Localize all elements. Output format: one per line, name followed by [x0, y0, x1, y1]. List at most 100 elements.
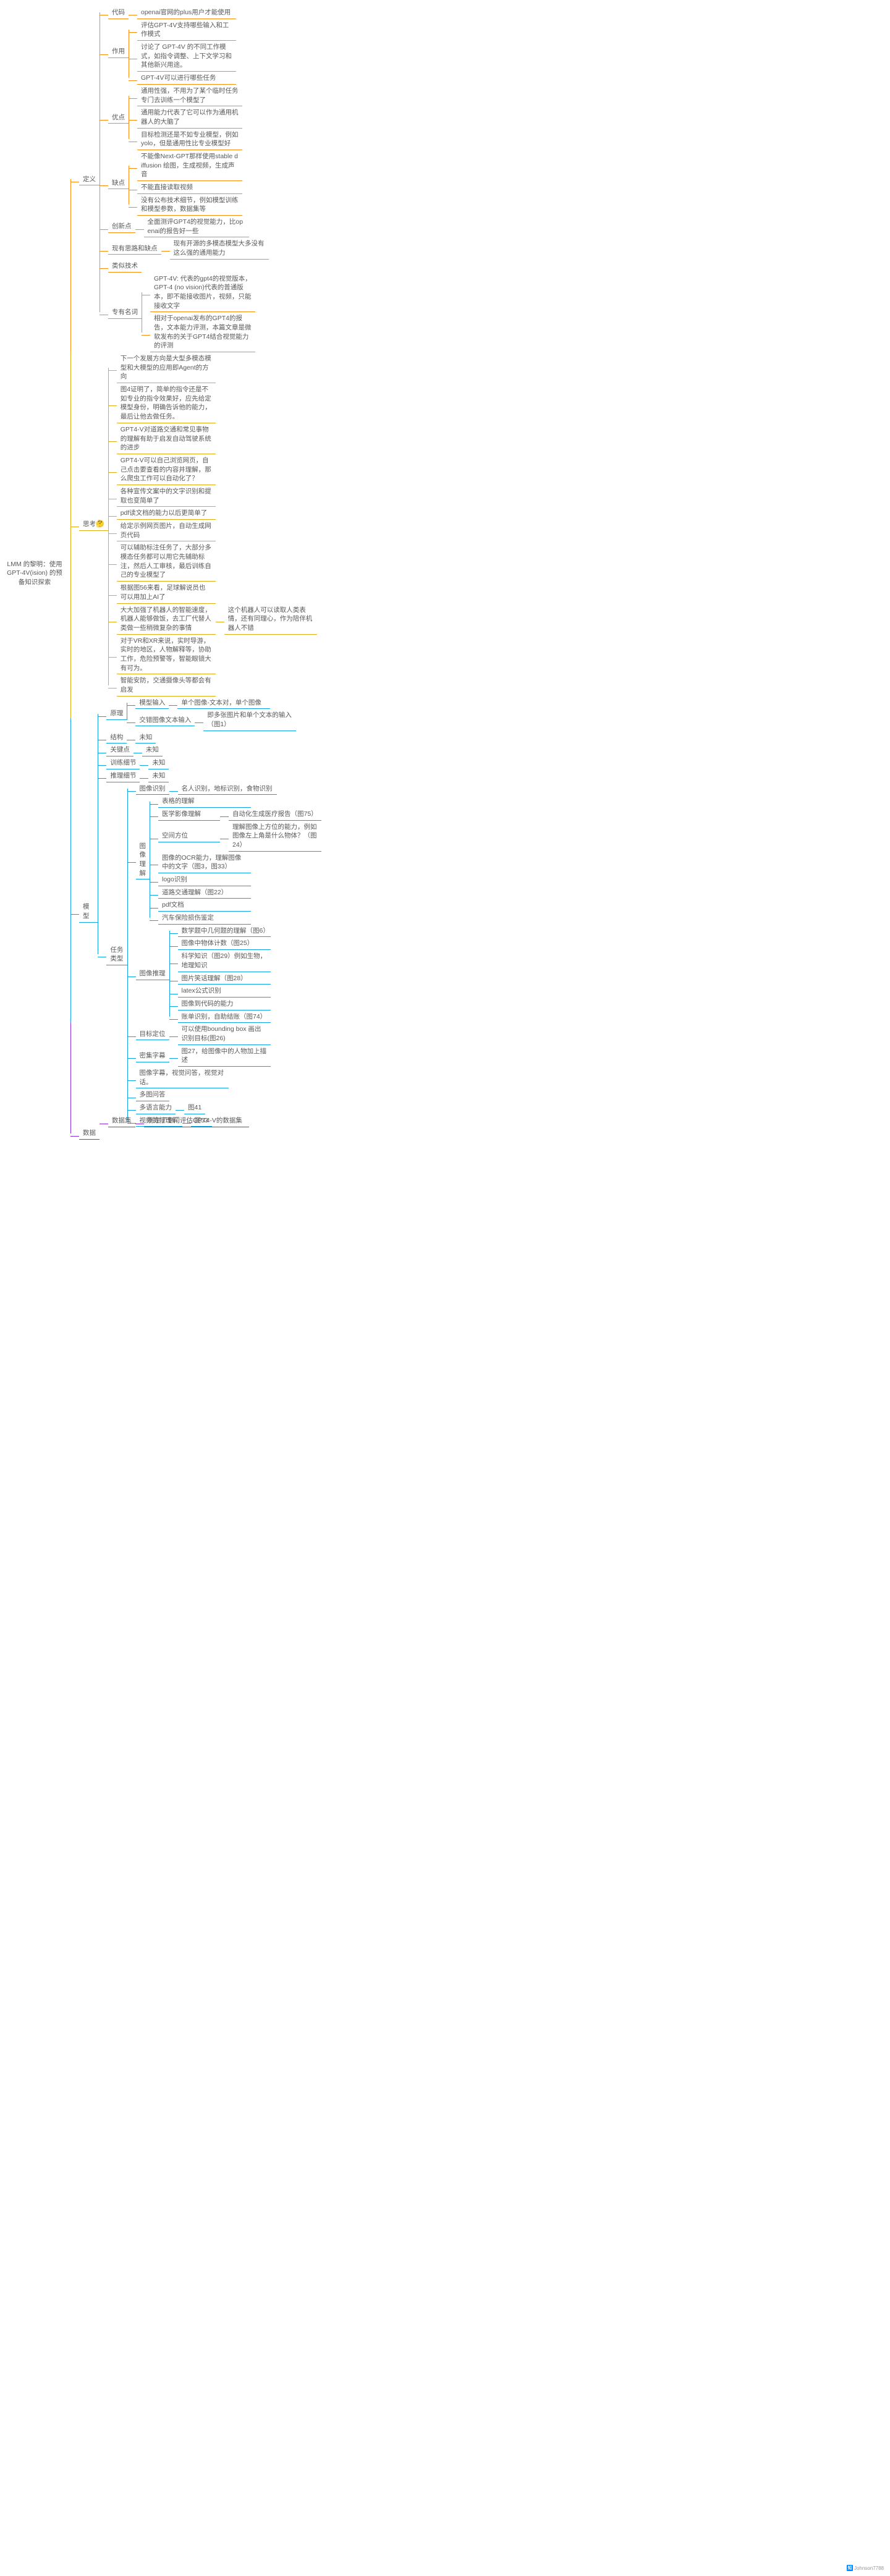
branch-row: 即多张图片和单个文本的输入（图1） [195, 709, 296, 731]
branch-row: 智能安防，交通摄像头等都会有启发 [108, 674, 317, 696]
connector-line [140, 760, 148, 766]
branch-row: 图片笑话理解（图28） [169, 972, 271, 985]
children-container: 数学题中几何题的理解（图6）图像中物体计数（图25）科学知识（图29）例如生物，… [169, 925, 271, 1023]
children-container: 不能像Next-GPT那样使用stable diffusion 绘图，生成视频，… [129, 150, 242, 216]
node-label: GPT-4V可以进行哪些任务 [137, 72, 236, 85]
connector-line [108, 590, 117, 596]
branch-row: GPT4-V可以自己浏览网页，自己点击要查看的内容并理解，那么爬虫工作可以自动化… [108, 454, 317, 485]
branch-row: 没有公布技术细节，例如模型训练和模型参数，数据集等 [129, 194, 242, 216]
connector-line [108, 436, 117, 442]
connector-line [140, 773, 148, 779]
node-label: 未知 [148, 769, 169, 782]
node-label: 推理细节 [106, 769, 140, 782]
branch-row: GPT-4V可以进行哪些任务 [129, 72, 236, 85]
branch-row: 不能直接读取视频 [129, 181, 242, 194]
branch-row: 给定示例网页图片，自动生成网页代码 [108, 520, 317, 541]
branch-row: 图像识别名人识别，地标识别，食物识别 [127, 782, 322, 795]
node-label: 结构 [106, 731, 127, 744]
branch-row: 图4证明了，简单的指令还是不如专业的指令效果好，应先给定模型身份，明确告诉他的能… [108, 383, 317, 423]
connector-line [98, 734, 106, 740]
connector-line [135, 224, 144, 230]
branch-row: 数学题中几何题的理解（图6） [169, 925, 271, 938]
node-label: 可以使用bounding box 画出识别目标(图26) [178, 1023, 271, 1044]
branch-data: 数据数据集制定了专门评估GPT4-V的数据集 [70, 1127, 321, 1140]
branch-row: 这个机器人可以读取人类表情，还有同理心，作为陪伴机器人不错 [216, 604, 317, 635]
connector-line [127, 717, 135, 723]
node-label: 全面测评GPT4的视觉能力，比openai的报告好一些 [144, 216, 249, 237]
connector-line [150, 915, 158, 921]
connector-line [127, 1075, 136, 1081]
node-label: 通用能力代表了它可以作为通用机器人的大脑了 [137, 106, 242, 128]
node-label: 未知 [135, 731, 156, 744]
node-label: openai官网的plus用户才能使用 [137, 6, 236, 19]
branch-row: 图27，给图像中的人物加上描述 [169, 1045, 271, 1067]
node-label: 讨论了 GPT-4V 的不同工作模式，如指令调整、上下文学习和其他新兴用途。 [137, 41, 236, 72]
node-label: 对于VR和XR来说，实时导游，实时的地区，人物解释等，协助工作，危险预警等，智能… [117, 635, 216, 675]
connector-line [127, 734, 135, 740]
node-label: 关键点 [106, 744, 134, 756]
root-node: LMM 的黎明：使用GPT-4V(ision) 的预备知识探索 [1, 558, 68, 588]
children-container: 数据集制定了专门评估GPT4-V的数据集 [100, 1114, 249, 1127]
connector-line [70, 909, 79, 915]
connector-line [129, 136, 137, 142]
connector-line [216, 616, 224, 622]
branch-row: 类似技术 [100, 260, 269, 273]
connector-line [98, 760, 106, 766]
connector-line [127, 1104, 136, 1111]
children-container: 可以使用bounding box 画出识别目标(图26) [169, 1023, 271, 1044]
node-label: 科学知识（图29）例如生物，地理知识 [178, 950, 271, 972]
connector-line [100, 180, 108, 186]
vertical-connector [108, 368, 109, 685]
connector-line [169, 975, 178, 981]
level1-children: 定义代码openai官网的plus用户才能使用作用评估GPT-4V支持哪些输入和… [70, 6, 321, 1140]
branch-row: 优点通用性强，不用为了某个临时任务专门去训练一个模型了通用能力代表了它可以作为通… [100, 85, 269, 150]
branch-row: 评估GPT-4V支持哪些输入和工作模式 [129, 19, 236, 41]
node-label: 道路交通理解（图22） [158, 886, 251, 899]
children-container: 图像识别名人识别，地标识别，食物识别图像理解表格的理解医学影像理解自动化生成医疗… [127, 782, 322, 1127]
node-label: 账单识别，自助结账（图74） [178, 1010, 271, 1023]
branch-row: 数据集制定了专门评估GPT4-V的数据集 [100, 1114, 249, 1127]
branch-row: 关键点未知 [98, 744, 321, 756]
branch-row: 表格的理解 [150, 795, 321, 808]
branch-row: GPT4-V对道路交通和常见事物的理解有助于启发自动驾驶系统的进步 [108, 423, 317, 454]
connector-line [70, 176, 79, 182]
connector-line [129, 53, 137, 59]
node-label: 图27，给图像中的人物加上描述 [178, 1045, 271, 1067]
connector-line [108, 559, 117, 565]
node-label: 思考🤔 [79, 518, 108, 531]
connector-line [150, 876, 158, 883]
connector-line [108, 365, 117, 371]
branch-row: 模型输入单个图像-文本对，单个图像 [127, 697, 296, 710]
branch-row: 多图问答 [127, 1088, 322, 1101]
connector-line [108, 467, 117, 473]
node-label: 图像到代码的能力 [178, 998, 271, 1010]
connector-line [129, 163, 137, 169]
thinking-emoji-icon: 🤔 [96, 520, 104, 528]
node-label: 单个图像-文本对，单个图像 [177, 697, 270, 710]
branch-row: 目标定位可以使用bounding box 画出识别目标(图26) [127, 1023, 322, 1044]
branch-row: 道路交通理解（图22） [150, 886, 321, 899]
branch-row: 代码openai官网的plus用户才能使用 [100, 6, 269, 19]
branch-row: 自动化生成医疗报告（图75） [220, 808, 321, 821]
connector-line [108, 493, 117, 499]
connector-line [70, 1130, 79, 1137]
node-label: 缺点 [108, 177, 129, 190]
branch-row: 密集字幕图27，给图像中的人物加上描述 [127, 1045, 322, 1067]
node-label: 数学题中几何题的理解（图6） [178, 925, 271, 938]
children-container: 原理模型输入单个图像-文本对，单个图像交错图像文本输入即多张图片和单个文本的输入… [98, 697, 321, 1127]
node-label: 这个机器人可以读取人类表情，还有同理心，作为陪伴机器人不错 [224, 604, 317, 635]
branch-row: 名人识别，地标识别，食物识别 [169, 782, 277, 795]
vertical-connector [169, 931, 170, 1017]
connector-line [108, 682, 117, 688]
children-container: 名人识别，地标识别，食物识别 [169, 782, 277, 795]
connector-line [108, 651, 117, 658]
branch-row: 通用性强，不用为了某个临时任务专门去训练一个模型了 [129, 85, 242, 106]
branch-row: 根据图56来看，足球解说员也可以用加上AI了 [108, 582, 317, 603]
children-container: openai官网的plus用户才能使用 [129, 6, 236, 19]
node-label: 交错图像文本输入 [135, 714, 195, 727]
branch-row: pdf读文档的能力以后更简单了 [108, 507, 317, 520]
connector-line [100, 263, 108, 269]
node-label: 模型 [79, 900, 98, 922]
children-container: 图41 [176, 1101, 205, 1114]
attribution-author: Johnson7788 [854, 2565, 884, 2571]
